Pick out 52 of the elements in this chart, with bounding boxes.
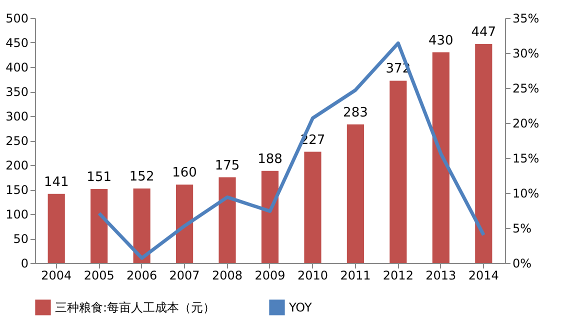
data-label: 188 xyxy=(258,152,282,167)
bar xyxy=(133,188,150,263)
data-label: 160 xyxy=(172,166,197,181)
bar xyxy=(176,184,194,263)
y2-tick-label: 30% xyxy=(512,46,540,60)
y-tick-label: 0 xyxy=(20,256,28,270)
y2-tick-label: 35% xyxy=(512,12,540,26)
y-tick-label: 500 xyxy=(6,12,28,26)
bar xyxy=(218,177,236,263)
y2-tick-label: 20% xyxy=(512,116,540,130)
legend-label: YOY xyxy=(288,300,312,314)
y2-tick-label: 0% xyxy=(512,256,532,270)
y-tick-label: 400 xyxy=(6,60,28,74)
y-tick-label: 450 xyxy=(6,36,28,50)
x-tick-label: 2004 xyxy=(41,268,72,282)
bar xyxy=(261,170,279,263)
data-label: 151 xyxy=(86,170,112,186)
bar xyxy=(390,80,407,263)
x-tick-label: 2012 xyxy=(382,268,414,282)
data-label: 175 xyxy=(214,158,240,174)
data-label: 141 xyxy=(44,174,69,190)
data-label: 430 xyxy=(428,33,454,48)
x-tick-label: 2007 xyxy=(169,268,200,282)
y-tick-label: 200 xyxy=(6,158,28,172)
bar xyxy=(48,194,65,263)
y-tick-label: 250 xyxy=(6,134,28,148)
y2-tick-label: 10% xyxy=(512,186,540,200)
x-tick-label: 2011 xyxy=(340,268,371,282)
data-label: 447 xyxy=(471,24,496,40)
y-tick-label: 150 xyxy=(6,183,28,197)
data-label: 283 xyxy=(343,105,368,120)
x-tick-label: 2006 xyxy=(126,268,158,282)
y2-tick-label: 5% xyxy=(512,222,532,236)
x-tick-label: 2010 xyxy=(297,268,328,282)
bar xyxy=(475,44,492,263)
bar xyxy=(346,124,364,263)
x-tick-label: 2005 xyxy=(84,268,114,282)
x-tick-label: 2014 xyxy=(468,268,499,282)
legend-label: 三种粮食:每亩人工成本（元） xyxy=(55,300,216,314)
y2-tick-label: 25% xyxy=(512,82,540,96)
y2-tick-label: 15% xyxy=(512,152,540,166)
x-tick-label: 2013 xyxy=(426,268,456,282)
x-tick-label: 2009 xyxy=(254,268,286,282)
y-tick-label: 100 xyxy=(6,208,28,222)
bar xyxy=(432,52,450,263)
data-label: 152 xyxy=(129,170,154,185)
y-tick-label: 300 xyxy=(6,110,28,124)
bar xyxy=(90,189,108,263)
y-tick-label: 50 xyxy=(13,232,28,246)
x-tick-label: 2008 xyxy=(212,268,243,282)
y-tick-label: 350 xyxy=(6,85,28,99)
bar xyxy=(304,152,322,263)
